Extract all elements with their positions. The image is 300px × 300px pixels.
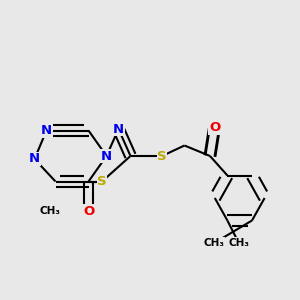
Text: CH₃: CH₃ bbox=[228, 238, 249, 248]
Text: S: S bbox=[97, 175, 107, 188]
Text: CH₃: CH₃ bbox=[39, 206, 60, 217]
Text: N: N bbox=[101, 149, 112, 163]
Text: S: S bbox=[157, 149, 167, 163]
Text: N: N bbox=[113, 122, 124, 136]
Text: O: O bbox=[209, 121, 220, 134]
Text: N: N bbox=[29, 152, 40, 166]
Text: O: O bbox=[83, 205, 94, 218]
Text: N: N bbox=[41, 124, 52, 137]
Text: CH₃: CH₃ bbox=[204, 238, 225, 248]
